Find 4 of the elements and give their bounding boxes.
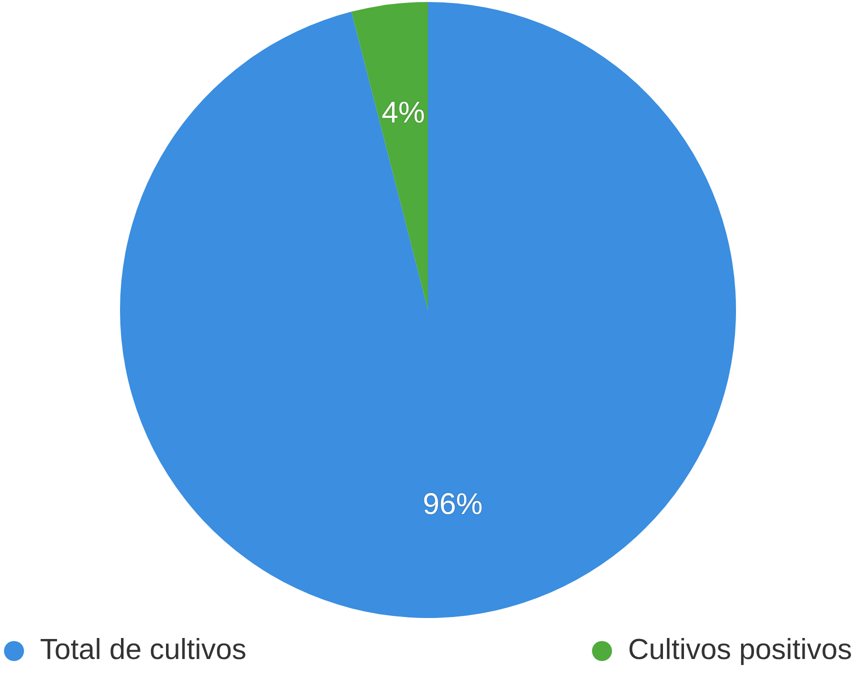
data-label: 4% — [382, 96, 425, 130]
data-label: 96% — [422, 488, 483, 521]
legend-label: Total de cultivos — [40, 634, 246, 667]
legend-label: Cultivos positivos — [628, 634, 852, 667]
